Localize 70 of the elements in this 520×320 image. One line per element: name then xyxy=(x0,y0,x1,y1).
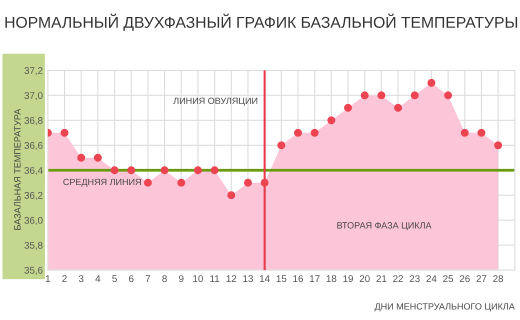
point xyxy=(127,166,136,174)
point xyxy=(310,128,319,137)
y-tick-label: 36,6 xyxy=(24,142,43,150)
x-tick-label: 21 xyxy=(376,275,386,282)
x-tick-label: 10 xyxy=(193,275,203,282)
x-tick-label: 1 xyxy=(46,275,50,282)
x-tick-label: 25 xyxy=(443,275,454,282)
point xyxy=(177,178,186,187)
point xyxy=(144,178,152,187)
x-tick-label: 28 xyxy=(493,275,504,282)
x-tick-label: 8 xyxy=(162,275,167,282)
point xyxy=(294,128,302,137)
point xyxy=(244,178,252,187)
point xyxy=(110,166,118,174)
x-tick-label: 6 xyxy=(129,275,134,282)
x-tick-label: 3 xyxy=(78,275,84,282)
point xyxy=(394,104,402,112)
ref-line-label: СРЕДНЯЯ ЛИНИЯ xyxy=(63,178,141,187)
y-tick-label: 36,8 xyxy=(24,117,43,126)
y-tick-label: 37,2 xyxy=(24,67,42,76)
chart-title: НОРМАЛЬНЫЙ ДВУХФАЗНЫЙ ГРАФИК БАЗАЛЬНОЙ ТЕМПЕРАТУРЫ xyxy=(5,14,518,31)
point xyxy=(77,154,86,162)
x-tick-label: 13 xyxy=(243,275,253,282)
x-tick-label: 27 xyxy=(476,275,486,282)
x-tick-label: 14 xyxy=(260,275,270,282)
x-tick-label: 19 xyxy=(343,275,353,282)
x-tick-label: 5 xyxy=(112,275,117,282)
x-tick-label: 11 xyxy=(210,275,220,282)
x-tick-label: 26 xyxy=(460,275,470,282)
ref-line-label: ЛИНИЯ ОВУЛЯЦИИ xyxy=(173,98,258,106)
x-tick-label: 2 xyxy=(62,275,67,282)
y-tick-label: 36,0 xyxy=(24,216,43,225)
point xyxy=(60,128,68,137)
point xyxy=(210,166,219,174)
point xyxy=(410,91,419,100)
point xyxy=(377,91,386,100)
point xyxy=(344,104,352,112)
x-tick-label: 12 xyxy=(226,275,236,282)
y-tick-label: 36,2 xyxy=(24,192,42,200)
x-tick-label: 16 xyxy=(293,275,303,282)
point xyxy=(444,91,452,100)
point xyxy=(327,116,336,124)
point xyxy=(494,141,502,150)
x-tick-label: 20 xyxy=(360,275,370,282)
x-tick-label: 17 xyxy=(310,275,320,282)
y-tick-label: 35,6 xyxy=(24,266,43,275)
x-tick-label: 15 xyxy=(276,275,286,282)
point xyxy=(277,141,286,150)
point xyxy=(460,128,469,137)
point xyxy=(160,166,169,174)
point xyxy=(94,154,102,162)
x-tick-label: 4 xyxy=(95,275,100,282)
point xyxy=(194,166,202,174)
x-tick-label: 9 xyxy=(179,275,184,282)
point xyxy=(477,128,486,137)
point xyxy=(260,178,269,187)
annotation: ВТОРАЯ ФАЗА ЦИКЛА xyxy=(337,222,432,230)
y-axis-title: БАЗАЛЬНАЯ ТЕМПЕРАТУРА xyxy=(14,108,21,230)
x-tick-label: 7 xyxy=(146,275,150,282)
y-tick-label: 35,8 xyxy=(24,242,43,250)
x-tick-label: 23 xyxy=(410,275,420,282)
y-tick-label: 37,0 xyxy=(24,92,43,100)
point xyxy=(427,78,436,87)
point xyxy=(227,191,236,200)
x-tick-label: 18 xyxy=(326,275,336,282)
y-tick-label: 36,4 xyxy=(24,166,43,176)
x-tick-label: 24 xyxy=(426,275,437,282)
point xyxy=(360,91,369,100)
x-axis-title: ДНИ МЕНСТРУАЛЬНОГО ЦИКЛА xyxy=(374,303,515,312)
x-tick-label: 22 xyxy=(393,275,403,282)
